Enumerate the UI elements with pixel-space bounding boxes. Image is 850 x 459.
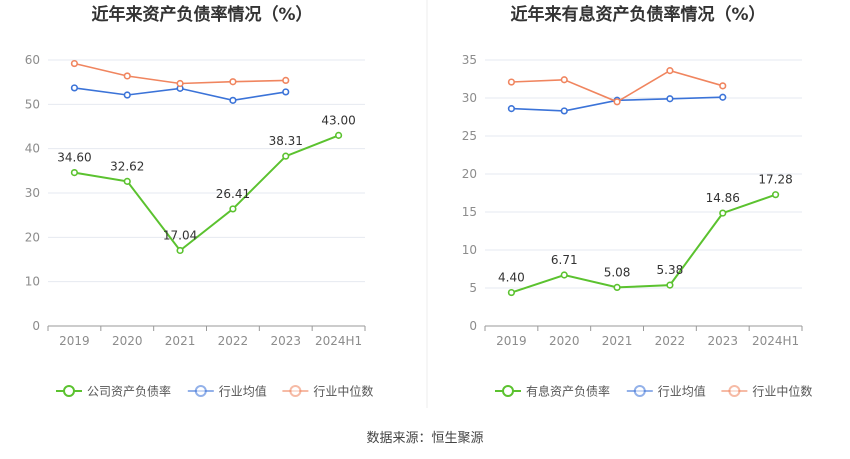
data-point [560, 76, 568, 84]
legend-label: 行业中位数 [752, 384, 812, 399]
data-label: 38.31 [269, 134, 303, 148]
data-point [771, 191, 780, 199]
legend-label: 公司资产负债率 [87, 384, 171, 399]
data-point [666, 281, 674, 289]
x-tick-label: 2019 [59, 334, 90, 348]
data-point [334, 131, 343, 139]
data-point [229, 205, 237, 213]
data-point [666, 95, 674, 103]
data-label: 5.08 [604, 265, 631, 279]
data-label: 14.86 [706, 191, 740, 205]
data-label: 26.41 [216, 187, 250, 201]
y-tick-label: 10 [462, 243, 477, 257]
x-tick-label: 2024H1 [315, 334, 362, 348]
legend-marker [289, 385, 302, 397]
data-point [282, 152, 290, 160]
legend-label: 行业均值 [219, 384, 267, 399]
data-point [507, 105, 516, 113]
data-label: 6.71 [551, 253, 578, 267]
y-tick-label: 30 [25, 186, 40, 200]
data-point [282, 76, 290, 84]
y-tick-label: 0 [469, 319, 477, 333]
x-tick-label: 2024H1 [752, 334, 799, 348]
x-tick-label: 2021 [165, 334, 196, 348]
y-tick-label: 0 [32, 319, 40, 333]
chart-debt-ratio: 近年来资产负债率情况（%） 0 10 20 30 40 50 60 2019 2020 2021 20… [25, 4, 374, 399]
y-tick-label: 50 [25, 97, 40, 111]
x-tick-label: 2020 [112, 334, 143, 348]
chart-title: 近年来资产负债率情况（%） [91, 4, 312, 25]
source-label: 数据来源：恒生聚源 [366, 431, 483, 446]
y-tick-label: 5 [469, 281, 477, 295]
data-point [560, 107, 568, 115]
legend-marker [502, 385, 514, 397]
y-tick-label: 20 [25, 230, 40, 244]
data-point [507, 78, 516, 86]
legend-marker [63, 385, 75, 397]
legend-marker [194, 385, 207, 397]
data-point [123, 177, 131, 185]
x-tick-label: 2021 [602, 334, 633, 348]
x-tick-label: 2019 [496, 334, 527, 348]
data-label: 32.62 [110, 159, 144, 173]
y-tick-label: 35 [462, 53, 477, 67]
x-tick-label: 2023 [270, 334, 301, 348]
series-line [511, 193, 776, 294]
data-point [70, 84, 79, 92]
legend-marker [728, 385, 741, 397]
data-point [70, 59, 79, 68]
y-tick-label: 60 [25, 53, 40, 67]
data-point [613, 98, 621, 106]
y-tick-label: 25 [462, 129, 477, 143]
data-point [666, 67, 674, 75]
x-tick-label: 2023 [707, 334, 738, 348]
data-point [613, 283, 621, 291]
chart-interest-bearing-debt-ratio: 近年来有息资产负债率情况（%） 0 5 10 15 20 25 30 35 2019 2020 202… [462, 4, 813, 399]
data-point [70, 169, 79, 177]
data-label: 4.40 [498, 271, 525, 285]
y-tick-label: 40 [25, 142, 40, 156]
data-point [719, 93, 727, 101]
data-label: 43.00 [321, 113, 355, 127]
data-point [176, 246, 184, 255]
y-tick-label: 15 [462, 205, 477, 219]
data-label: 17.28 [758, 173, 792, 187]
data-label: 17.04 [163, 228, 197, 242]
legend-label: 有息资产负债率 [526, 384, 610, 399]
data-point [123, 91, 131, 99]
x-tick-label: 2022 [218, 334, 249, 348]
data-point [123, 72, 131, 80]
y-tick-label: 10 [25, 275, 40, 289]
x-tick-label: 2022 [655, 334, 686, 348]
y-tick-label: 20 [462, 167, 477, 181]
legend-label: 行业中位数 [313, 384, 373, 399]
data-point [719, 82, 727, 90]
series-line [74, 134, 339, 252]
legend-label: 行业均值 [658, 384, 706, 399]
y-tick-label: 30 [462, 91, 477, 105]
legend-marker [633, 385, 646, 397]
chart-title: 近年来有息资产负债率情况（%） [510, 4, 765, 25]
data-label: 5.38 [657, 263, 684, 277]
data-point [176, 79, 184, 88]
x-tick-label: 2020 [549, 334, 580, 348]
data-label: 34.60 [57, 151, 91, 165]
data-point [282, 88, 290, 96]
data-point [507, 288, 516, 297]
data-point [719, 209, 727, 217]
data-point [560, 271, 568, 279]
data-point [229, 96, 237, 104]
data-point [229, 78, 237, 86]
